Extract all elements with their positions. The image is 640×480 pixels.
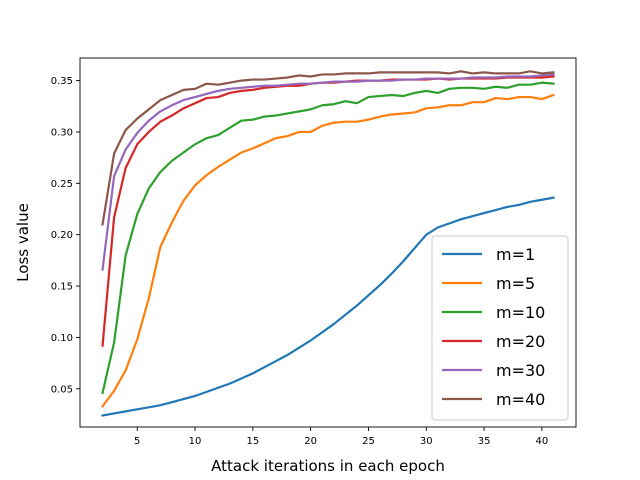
series-line-m-30 (101, 73, 555, 271)
legend-entry-label: m=1 (496, 245, 535, 264)
x-tick-label: 10 (189, 436, 202, 447)
y-tick-label: 0.20 (51, 230, 73, 241)
legend-entry-label: m=10 (496, 303, 545, 322)
y-tick-label: 0.15 (51, 282, 73, 293)
x-tick-label: 40 (536, 436, 549, 447)
x-tick-label: 20 (304, 436, 317, 447)
series-line-m-5 (101, 93, 555, 408)
legend-entry-label: m=30 (496, 361, 545, 380)
x-tick-label: 30 (420, 436, 433, 447)
y-tick-label: 0.35 (51, 76, 73, 87)
y-tick-label: 0.10 (51, 333, 73, 344)
y-tick-label: 0.30 (51, 127, 73, 138)
legend: m=1 m=5 m=10 m=20 m=30 m=40 (431, 235, 569, 421)
legend-entry-label: m=5 (496, 274, 535, 293)
legend-entry-label: m=40 (496, 390, 545, 409)
x-axis: 5 10 15 20 25 30 35 40 (134, 427, 548, 447)
y-tick-label: 0.25 (51, 179, 73, 190)
series-line-m-1 (101, 196, 555, 417)
x-axis-label: Attack iterations in each epoch (211, 457, 445, 475)
y-axis: 0.05 0.10 0.15 0.20 0.25 0.30 0.35 (51, 76, 80, 395)
plot-area (79, 57, 577, 428)
series-line-m-40 (101, 70, 555, 226)
axes-frame (79, 57, 577, 428)
x-tick-label: 35 (478, 436, 491, 447)
x-tick-label: 15 (246, 436, 259, 447)
y-tick-label: 0.05 (51, 384, 73, 395)
x-tick-label: 25 (362, 436, 375, 447)
x-tick-label: 5 (134, 436, 140, 447)
series-line-m-10 (101, 81, 555, 395)
legend-entry-label: m=20 (496, 332, 545, 351)
y-axis-label: Loss value (14, 203, 32, 282)
